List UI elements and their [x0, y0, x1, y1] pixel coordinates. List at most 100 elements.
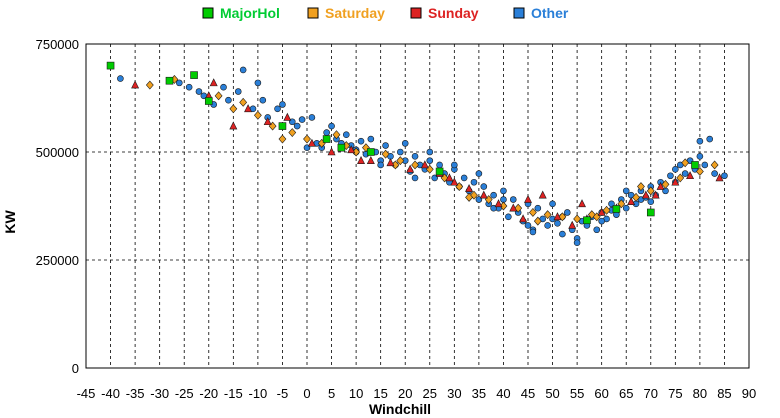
x-tick-label: -10 — [248, 386, 267, 401]
legend-label-other: Other — [531, 5, 569, 21]
x-tick-label: -25 — [175, 386, 194, 401]
series-majorhol — [106, 61, 699, 225]
point-sunday — [244, 104, 253, 113]
point-saturday — [637, 182, 645, 192]
legend-swatch-saturday — [307, 7, 319, 19]
point-saturday — [288, 128, 297, 138]
legend-entry-other: Other — [513, 5, 569, 21]
point-majorhol — [646, 208, 655, 217]
x-tick-label: -45 — [77, 386, 96, 401]
x-axis-tick-labels: -45 -40 -35 -30 -25 -20 -15 -10 -5 0 5 10 15 20 25 30 35… — [77, 386, 757, 401]
legend-swatch-other — [513, 7, 525, 19]
point-other — [559, 230, 566, 238]
point-other — [701, 161, 709, 169]
x-tick-label: -35 — [126, 386, 145, 401]
point-other — [505, 213, 512, 221]
point-other — [234, 88, 242, 95]
point-saturday — [543, 210, 552, 220]
point-saturday — [253, 110, 262, 120]
point-sunday — [715, 173, 724, 182]
point-majorhol — [435, 167, 444, 176]
point-other — [225, 96, 232, 104]
point-sunday — [450, 177, 459, 186]
point-other — [544, 222, 551, 229]
point-majorhol — [204, 97, 213, 105]
x-axis-title: Windchill — [369, 401, 431, 417]
point-sunday — [307, 138, 316, 147]
point-other — [622, 187, 630, 195]
point-saturday — [632, 192, 640, 202]
point-other — [706, 135, 714, 143]
point-sunday — [568, 220, 577, 229]
point-majorhol — [278, 122, 287, 130]
legend-entry-sunday: Sunday — [410, 5, 479, 21]
point-other — [328, 122, 335, 130]
x-tick-label: -20 — [199, 386, 218, 401]
point-other — [681, 170, 689, 177]
x-tick-label: -15 — [224, 386, 243, 401]
point-other — [397, 148, 404, 156]
point-other — [279, 101, 286, 108]
point-other — [411, 174, 419, 182]
point-other — [382, 142, 389, 149]
x-tick-label: -30 — [150, 386, 169, 401]
point-saturday — [465, 192, 473, 202]
point-other — [195, 88, 203, 95]
point-sunday — [366, 155, 375, 164]
x-tick-label: 30 — [447, 386, 461, 401]
point-sunday — [357, 155, 366, 164]
x-tick-label: 80 — [693, 386, 707, 401]
point-other — [500, 187, 507, 195]
x-tick-label: -40 — [101, 386, 120, 401]
point-other — [323, 129, 330, 136]
point-other — [549, 200, 556, 208]
x-tick-label: 0 — [303, 386, 310, 401]
point-other — [357, 137, 365, 145]
point-other — [254, 79, 262, 87]
legend: MajorHol Saturday Sunday Other — [202, 5, 569, 21]
x-tick-label: 55 — [570, 386, 584, 401]
point-sunday — [327, 147, 336, 156]
point-majorhol — [367, 148, 375, 156]
legend-entry-majorhol: MajorHol — [202, 5, 280, 21]
point-saturday — [695, 166, 704, 176]
y-axis-title: KW — [2, 210, 18, 234]
point-sunday — [538, 190, 547, 199]
point-saturday — [676, 173, 685, 183]
point-sunday — [420, 160, 429, 169]
point-sunday — [578, 199, 587, 208]
x-tick-label: 90 — [742, 386, 756, 401]
point-other — [451, 161, 458, 169]
point-saturday — [646, 186, 655, 196]
y-axis-tick-labels: 0 250000 500000 750000 — [36, 37, 79, 376]
point-saturday — [278, 134, 287, 144]
point-majorhol — [337, 143, 346, 152]
data-points — [106, 61, 728, 247]
point-other — [475, 170, 483, 177]
legend-swatch-sunday — [410, 7, 422, 19]
point-sunday — [465, 184, 474, 193]
point-other — [239, 66, 247, 74]
point-other — [490, 191, 497, 199]
point-other — [411, 153, 419, 160]
point-other — [436, 161, 443, 169]
point-majorhol — [322, 135, 331, 143]
point-sunday — [229, 121, 238, 130]
point-saturday — [681, 158, 690, 168]
point-sunday — [553, 212, 562, 221]
point-other — [377, 161, 384, 169]
x-tick-label: 85 — [717, 386, 731, 401]
point-saturday — [573, 214, 582, 224]
point-saturday — [529, 208, 537, 217]
point-sunday — [671, 177, 680, 186]
point-saturday — [396, 156, 405, 166]
point-sunday — [524, 194, 532, 203]
point-sunday — [509, 203, 518, 212]
point-sunday — [479, 190, 488, 199]
point-saturday — [533, 216, 542, 226]
point-other — [220, 83, 227, 91]
point-sunday — [283, 112, 292, 121]
point-other — [529, 228, 537, 236]
point-saturday — [411, 160, 419, 170]
point-saturday — [239, 97, 248, 107]
